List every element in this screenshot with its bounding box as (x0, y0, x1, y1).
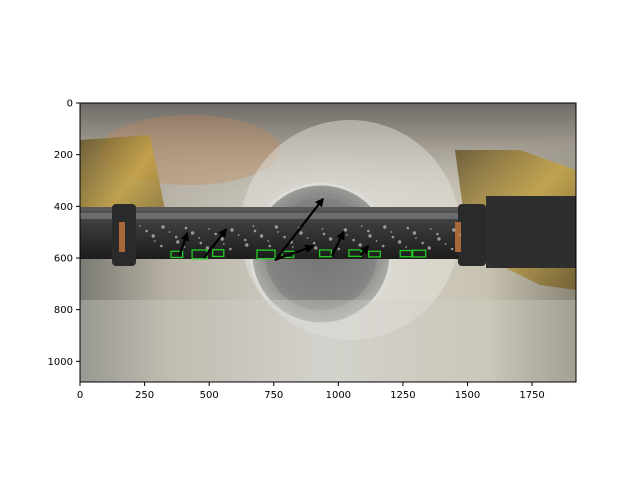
x-tick-label: 250 (135, 390, 154, 401)
x-axis-ticks: 0 250 500 750 1000 1250 1500 1750 (77, 382, 545, 401)
detection-box (170, 250, 184, 259)
detection-box (256, 249, 276, 260)
motion-arrows (178, 197, 370, 262)
detection-box (399, 249, 413, 258)
x-tick-label: 500 (200, 390, 219, 401)
y-tick-label: 1000 (48, 357, 73, 368)
detection-boxes (170, 249, 427, 260)
motion-arrow (178, 231, 190, 256)
motion-arrow (203, 228, 228, 259)
y-tick-label: 600 (54, 254, 73, 265)
x-tick-label: 750 (264, 390, 283, 401)
y-tick-label: 800 (54, 305, 73, 316)
x-tick-label: 1500 (455, 390, 480, 401)
motion-arrow (275, 244, 315, 261)
detection-box (281, 250, 295, 259)
axes: 0 250 500 750 1000 1250 1500 1750 0 200 400 600 800… (48, 99, 577, 401)
detection-box (318, 249, 332, 258)
y-tick-label: 0 (67, 99, 73, 110)
detection-box (212, 249, 225, 258)
x-tick-label: 0 (77, 390, 83, 401)
background-photo (80, 103, 576, 382)
y-tick-label: 200 (54, 150, 73, 161)
motion-arrow (274, 197, 324, 262)
detection-box (412, 249, 427, 258)
x-tick-label: 1250 (390, 390, 415, 401)
y-axis-ticks: 0 200 400 600 800 1000 (48, 99, 80, 368)
x-tick-label: 1750 (519, 390, 544, 401)
motion-arrow (330, 230, 345, 257)
x-tick-label: 1000 (326, 390, 351, 401)
motion-arrow (359, 245, 370, 257)
y-tick-label: 400 (54, 202, 73, 213)
